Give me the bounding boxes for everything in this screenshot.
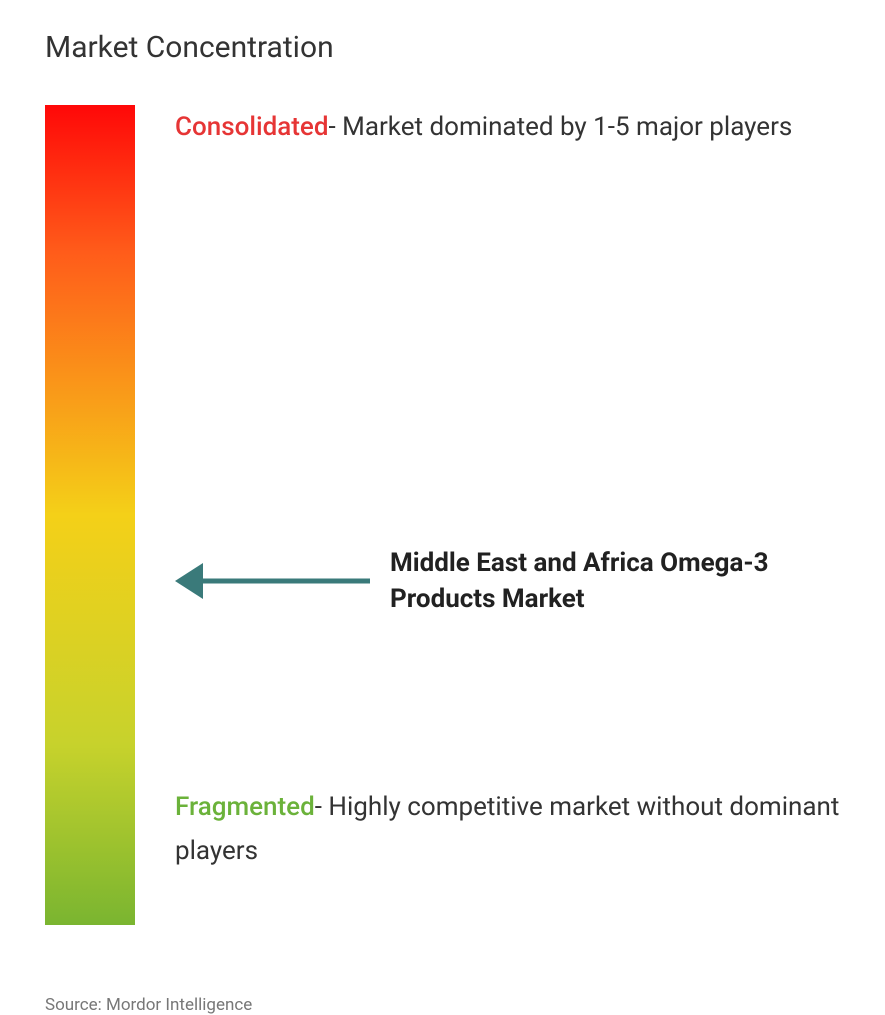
chart-title: Market Concentration [45,30,840,65]
market-pointer: Middle East and Africa Omega-3 Products … [175,545,840,618]
gradient-scale-bar [45,105,135,925]
arrow-left-icon [175,561,370,601]
chart-content: Consolidated- Market dominated by 1-5 ma… [45,105,840,925]
consolidated-label: Consolidated [175,112,329,142]
fragmented-description: Fragmented- Highly competitive market wi… [175,785,840,873]
consolidated-text: - Market dominated by 1-5 major players [329,112,793,142]
market-pointer-label: Middle East and Africa Omega-3 Products … [390,545,840,618]
consolidated-description: Consolidated- Market dominated by 1-5 ma… [175,105,840,149]
descriptions-column: Consolidated- Market dominated by 1-5 ma… [175,105,840,925]
source-attribution: Source: Mordor Intelligence [45,995,840,1015]
fragmented-label: Fragmented [175,792,315,822]
